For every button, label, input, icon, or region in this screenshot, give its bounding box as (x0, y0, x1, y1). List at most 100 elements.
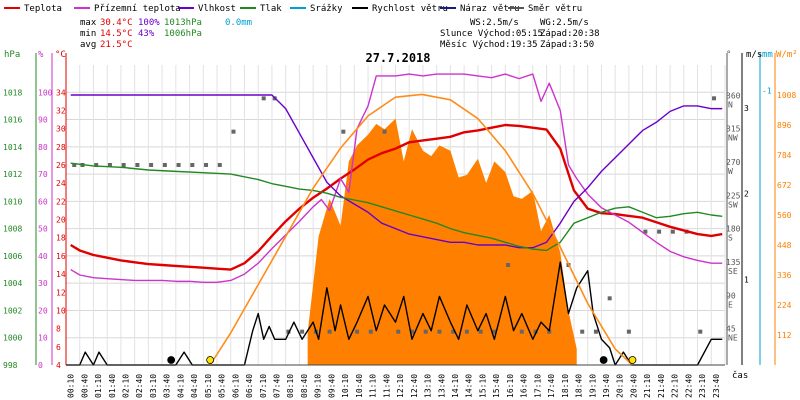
pressure-tick-label: 1014 (3, 143, 22, 152)
wind-direction-point (135, 163, 140, 167)
direction-name-label: S (728, 234, 733, 243)
axis-title-pct: % (38, 50, 44, 60)
wind-direction-point (657, 229, 662, 234)
temperature-tick-label: 10 (56, 306, 66, 315)
wind-direction-point (626, 329, 631, 334)
axis-title-hpa: hPa (4, 50, 20, 60)
wind-direction-point (437, 329, 442, 334)
moonset-info: Západ:3:50 (540, 40, 594, 50)
pressure-tick-label: 1000 (3, 334, 22, 343)
time-tick-label: 20:40 (629, 374, 638, 398)
chart-title: 27.7.2018 (365, 51, 430, 65)
solar-tick-label: 896 (777, 121, 792, 130)
time-tick-label: 20:10 (616, 374, 625, 398)
axis-title-wm2: W/m² (776, 50, 798, 60)
legend-label: Směr větru (528, 4, 582, 14)
stat-max-hum: 100% (138, 18, 160, 28)
solar-tick-label: 448 (777, 241, 792, 250)
solar-tick-label: 672 (777, 181, 792, 190)
stat-min-press: 1006hPa (164, 29, 202, 39)
humidity-tick-label: 0 (38, 361, 43, 370)
wind-direction-point (396, 329, 401, 334)
humidity-tick-label: 100 (38, 88, 53, 97)
time-tick-label: 13:40 (437, 374, 446, 398)
time-tick-label: 01:10 (94, 374, 103, 398)
wind-direction-point (712, 96, 717, 101)
pressure-tick-label: 1010 (3, 197, 22, 206)
series-line (209, 93, 634, 366)
time-tick-label: 12:10 (396, 374, 405, 398)
wind-direction-point (580, 329, 585, 334)
wind-direction-point (533, 329, 538, 334)
time-tick-label: 19:10 (588, 374, 597, 398)
humidity-tick-label: 10 (38, 334, 48, 343)
humidity-tick-label: 90 (38, 116, 48, 125)
axis-title-deg: ° (726, 50, 731, 60)
time-tick-label: 22:10 (671, 374, 680, 398)
time-tick-label: 10:40 (355, 374, 364, 398)
legend-label: Vlhkost (198, 4, 236, 14)
wind-direction-point (643, 229, 648, 234)
direction-name-label: E (728, 300, 733, 309)
pressure-tick-label: 1008 (3, 225, 22, 234)
humidity-tick-label: 20 (38, 306, 48, 315)
pressure-tick-label: 998 (3, 361, 18, 370)
wind-direction-point (670, 229, 675, 234)
temperature-tick-label: 28 (56, 143, 66, 152)
time-tick-label: 23:10 (698, 374, 707, 398)
wind-direction-point (286, 329, 291, 334)
time-tick-label: 08:40 (300, 374, 309, 398)
legend-label: Rychlost větru (372, 4, 448, 14)
time-tick-label: 06:10 (231, 374, 240, 398)
legend: Teplota Přízemní teplota Vlhkost Tlak Srážky… (4, 4, 582, 14)
wind-direction-point (176, 163, 181, 167)
axis-title-mm: mm (762, 50, 773, 60)
time-tick-label: 13:10 (424, 374, 433, 398)
time-tick-label: 17:10 (533, 374, 542, 398)
time-tick-label: 06:40 (245, 374, 254, 398)
humidity-tick-label: 50 (38, 225, 48, 234)
direction-tick-label: 90 (726, 291, 736, 300)
series-line (70, 73, 723, 283)
pressure-tick-label: 1016 (3, 116, 22, 125)
series-line (70, 123, 723, 271)
solar-tick-label: 560 (777, 211, 792, 220)
time-tick-label: 18:10 (561, 374, 570, 398)
solar-tick-label: 112 (777, 331, 792, 340)
series-line (70, 94, 723, 249)
marker-sunset (628, 356, 637, 364)
marker-moonrise (599, 356, 608, 364)
wind-direction-point (261, 96, 266, 101)
pressure-tick-label: 1012 (3, 170, 22, 179)
time-tick-label: 21:10 (643, 374, 652, 398)
wind-direction-point (547, 329, 552, 334)
wind-direction-point (341, 129, 346, 134)
time-tick-label: 08:10 (286, 374, 295, 398)
direction-name-label: NW (728, 134, 738, 143)
axis-title-time: čas (732, 370, 748, 381)
direction-name-label: SW (728, 200, 738, 209)
wind-direction-point (300, 329, 305, 334)
humidity-tick-label: 80 (38, 143, 48, 152)
stat-max-label: max (80, 18, 97, 28)
temperature-tick-label: 12 (56, 288, 66, 297)
stat-avg-label: avg (80, 40, 96, 50)
wind-direction-point (107, 163, 112, 167)
wind-direction-point (217, 163, 222, 167)
direction-tick-label: 270 (726, 158, 741, 167)
stat-min-temp: 14.5°C (100, 29, 133, 39)
time-tick-label: 03:40 (163, 374, 172, 398)
time-tick-label: 05:40 (218, 374, 227, 398)
stat-min-label: min (80, 29, 96, 39)
time-tick-label: 04:40 (190, 374, 199, 398)
wind-direction-point (593, 329, 598, 334)
solar-tick-label: 336 (777, 271, 792, 280)
wind-tick-label: 3 (744, 104, 749, 113)
wind-speed-info: WS:2.5m/s (470, 18, 519, 28)
wind-gust-info: WG:2.5m/s (540, 18, 589, 28)
time-tick-label: 16:40 (520, 374, 529, 398)
direction-tick-label: 180 (726, 225, 741, 234)
time-tick-label: 07:40 (273, 374, 282, 398)
temperature-tick-label: 24 (56, 179, 66, 188)
